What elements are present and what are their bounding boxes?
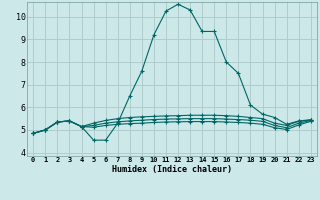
X-axis label: Humidex (Indice chaleur): Humidex (Indice chaleur)	[112, 165, 232, 174]
